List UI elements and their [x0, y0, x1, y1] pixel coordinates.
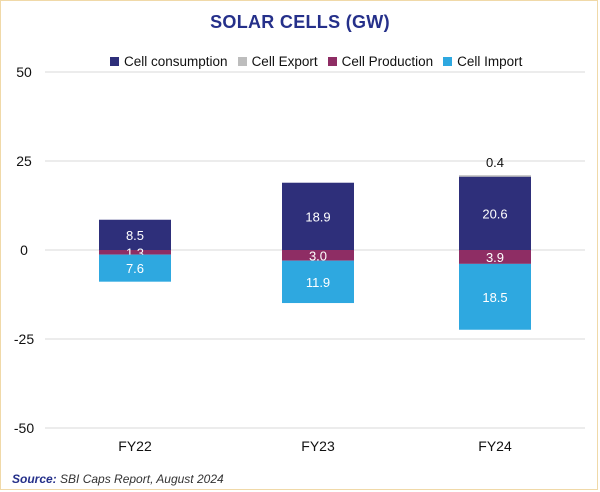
y-tick-label-2: 0 — [20, 242, 28, 258]
bar-cell-import-fy24 — [459, 263, 531, 330]
y-tick-label-1: 25 — [16, 153, 32, 169]
data-label-cell-import-fy23: 11.9 — [306, 275, 330, 290]
bar-cell-consumption-fy24 — [459, 176, 531, 250]
data-label-cell-consumption-fy22: 8.5 — [126, 228, 144, 243]
data-label-cell-export-fy24: 0.4 — [486, 155, 504, 170]
data-label-cell-consumption-fy24: 20.6 — [482, 206, 507, 221]
bar-cell-consumption-fy23 — [282, 182, 354, 250]
bar-cell-import-fy22 — [99, 254, 171, 282]
bar-cell-production-fy23 — [282, 250, 354, 261]
data-label-cell-import-fy24: 18.5 — [482, 290, 507, 305]
legend-item-consumption: Cell consumption — [110, 54, 228, 69]
x-tick-label-1: FY23 — [301, 438, 335, 454]
legend-label-export: Cell Export — [251, 53, 318, 69]
legend-swatch-production — [327, 56, 337, 66]
legend-swatch-export — [237, 56, 247, 66]
x-tick-label-0: FY22 — [118, 438, 152, 454]
y-tick-label-0: 50 — [16, 64, 32, 80]
data-label-cell-production-fy23: 3.0 — [309, 248, 327, 263]
data-label-cell-consumption-fy23: 18.9 — [305, 209, 330, 224]
bar-cell-production-fy24 — [459, 250, 531, 264]
bar-cell-export-fy24 — [459, 175, 531, 177]
source-note: Source: SBI Caps Report, August 2024 — [12, 472, 224, 486]
source-label: Source: — [12, 472, 57, 486]
legend-swatch-consumption — [110, 56, 119, 66]
data-label-cell-production-fy24: 3.9 — [486, 250, 504, 265]
legend: Cell consumption Cell Export Cell Produc… — [110, 52, 532, 70]
source-text: SBI Caps Report, August 2024 — [56, 472, 224, 486]
x-tick-label-2: FY24 — [478, 438, 512, 454]
legend-swatch-import — [443, 56, 453, 66]
legend-label-import: Cell Import — [457, 53, 523, 69]
legend-label-consumption: Cell consumption — [124, 53, 228, 69]
legend-item-import: Cell Import — [443, 54, 522, 69]
legend-item-production: Cell Production — [327, 53, 434, 69]
chart-title: SOLAR CELLS (GW) — [210, 12, 390, 32]
y-tick-label-3: -25 — [14, 331, 34, 347]
bar-cell-production-fy22 — [99, 250, 171, 255]
bar-cell-consumption-fy22 — [99, 219, 171, 250]
data-label-cell-import-fy22: 7.6 — [126, 261, 144, 276]
bar-cell-import-fy23 — [282, 260, 354, 304]
y-tick-label-4: -50 — [14, 420, 34, 436]
legend-label-production: Cell Production — [341, 53, 434, 69]
legend-item-export: Cell Export — [237, 53, 318, 69]
